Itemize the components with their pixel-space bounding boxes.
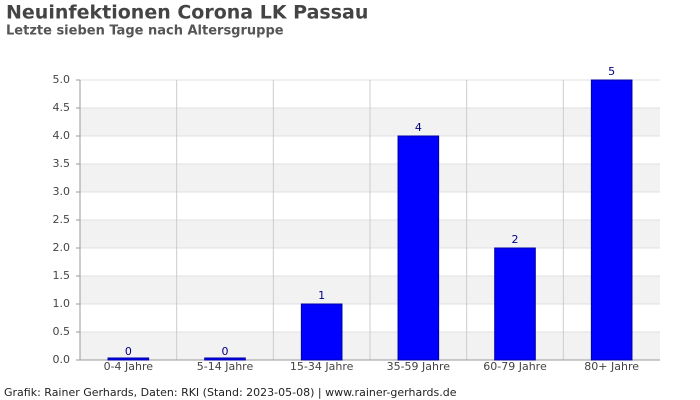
y-tick-label: 2.5 bbox=[53, 213, 71, 226]
y-tick-label: 1.0 bbox=[53, 297, 71, 310]
y-tick-label: 3.5 bbox=[53, 157, 71, 170]
source-note: Grafik: Rainer Gerhards, Daten: RKI (Sta… bbox=[4, 386, 457, 399]
bar bbox=[494, 247, 536, 361]
bar bbox=[590, 79, 633, 361]
bar bbox=[107, 357, 150, 361]
y-tick-label: 0.5 bbox=[53, 325, 71, 338]
x-tick-label: 60-79 Jahre bbox=[483, 360, 547, 373]
x-tick-label: 80+ Jahre bbox=[584, 360, 639, 373]
x-tick-label: 35-59 Jahre bbox=[387, 360, 451, 373]
y-tick-label: 3.0 bbox=[53, 185, 71, 198]
y-tick-label: 1.5 bbox=[53, 269, 71, 282]
x-tick-label: 0-4 Jahre bbox=[104, 360, 154, 373]
value-label: 0 bbox=[125, 345, 132, 358]
value-label: 5 bbox=[608, 65, 615, 78]
value-label: 0 bbox=[222, 345, 229, 358]
bar bbox=[204, 357, 246, 361]
y-tick-label: 4.5 bbox=[53, 101, 71, 114]
x-tick-label: 5-14 Jahre bbox=[197, 360, 254, 373]
bar bbox=[300, 303, 343, 361]
y-tick-label: 5.0 bbox=[53, 73, 71, 86]
value-label: 4 bbox=[415, 121, 422, 134]
x-tick-label: 15-34 Jahre bbox=[290, 360, 354, 373]
y-tick-label: 4.0 bbox=[53, 129, 71, 142]
chart-subtitle: Letzte sieben Tage nach Altersgruppe bbox=[6, 24, 284, 39]
y-tick-label: 2.0 bbox=[53, 241, 71, 254]
value-label: 2 bbox=[512, 233, 519, 246]
bar bbox=[397, 135, 440, 361]
y-tick-label: 0.0 bbox=[53, 353, 71, 366]
value-label: 1 bbox=[318, 289, 325, 302]
chart-title: Neuinfektionen Corona LK Passau bbox=[6, 2, 368, 24]
